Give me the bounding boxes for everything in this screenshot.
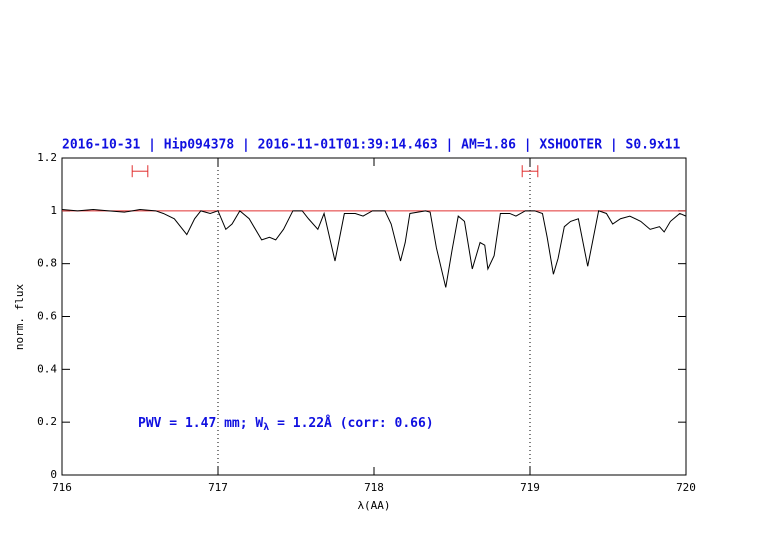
y-tick-label: 1 <box>50 204 57 217</box>
interval-marker <box>131 165 149 178</box>
y-tick-label: 0.6 <box>37 310 57 323</box>
x-tick-label: 719 <box>520 481 540 494</box>
annotation-subscript: λ <box>263 422 269 433</box>
y-tick-label: 0.8 <box>37 257 57 270</box>
y-tick-label: 0.2 <box>37 415 57 428</box>
y-axis-label: norm. flux <box>13 284 26 351</box>
y-tick-label: 0 <box>50 468 57 481</box>
y-tick-label: 1.2 <box>37 151 57 164</box>
x-tick-label: 717 <box>208 481 228 494</box>
chart-title: 2016-10-31 | Hip094378 | 2016-11-01T01:3… <box>62 138 680 153</box>
spectrum-line <box>61 209 687 288</box>
x-tick-label: 720 <box>676 481 696 494</box>
annotation: PWV = 1.47 mm; Wλ = 1.22Å (corr: 0.66) <box>138 415 434 434</box>
annotation-text: = 1.22Å (corr: 0.66) <box>269 415 433 431</box>
annotation-text: PWV = 1.47 mm; W <box>138 416 263 431</box>
x-tick-label: 716 <box>52 481 72 494</box>
x-axis-label: λ(AA) <box>357 499 390 512</box>
y-tick-label: 0.4 <box>37 362 57 375</box>
interval-marker <box>521 165 539 178</box>
x-tick-label: 718 <box>364 481 384 494</box>
